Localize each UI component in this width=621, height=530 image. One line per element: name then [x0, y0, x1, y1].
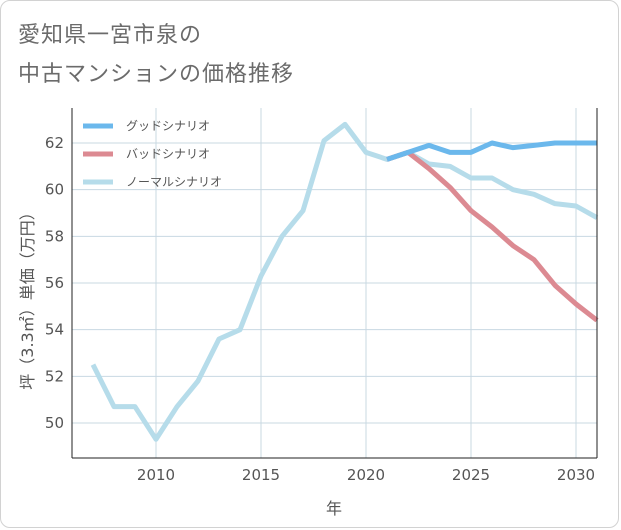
x-tick-label-2030: 2030 — [557, 466, 595, 484]
grid-lines — [72, 108, 597, 458]
y-tick-label-54: 54 — [45, 321, 64, 339]
series-line-2 — [90, 121, 599, 442]
series-line-1 — [386, 149, 599, 323]
chart-title-line-1: 愛知県一宮市泉の — [18, 23, 203, 48]
x-tick-label-2015: 2015 — [242, 466, 280, 484]
y-tick-label-50: 50 — [45, 414, 64, 432]
legend-label-1: バッドシナリオ — [126, 147, 210, 161]
legend-label-0: グッドシナリオ — [126, 119, 210, 133]
x-tick-label-2025: 2025 — [452, 466, 490, 484]
x-tick-label-2020: 2020 — [347, 466, 385, 484]
y-tick-label-52: 52 — [45, 367, 64, 385]
axis-layer: 2010 2015 2020 2025 2030 50 52 54 56 58 60 62 — [45, 108, 598, 484]
series-layer — [90, 121, 599, 442]
y-axis-label: 坪（3.3㎡）単価（万円） — [18, 204, 37, 389]
chart-title-line-2: 中古マンションの価格推移 — [18, 62, 295, 87]
legend-label-2: ノーマルシナリオ — [126, 175, 222, 189]
x-tick-label-2010: 2010 — [137, 466, 175, 484]
y-tick-label-56: 56 — [45, 274, 64, 292]
y-tick-label-62: 62 — [45, 134, 64, 152]
y-tick-label-60: 60 — [45, 181, 64, 199]
y-tick-label-58: 58 — [45, 227, 64, 245]
series-line-0 — [386, 140, 597, 162]
x-axis-label: 年 — [326, 499, 342, 518]
